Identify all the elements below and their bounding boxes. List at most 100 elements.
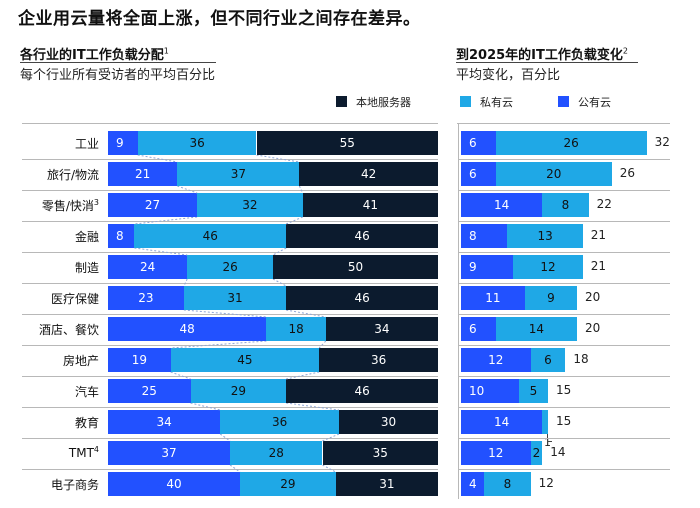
change-segment-private-cloud: 12: [513, 255, 583, 279]
bar-segment-public-cloud: 34: [108, 410, 221, 434]
change-value-label: 14: [493, 415, 510, 429]
change-value-label: 20: [546, 167, 562, 181]
bar-segment-private-cloud: 36: [220, 410, 339, 434]
row-separator-right: [458, 406, 670, 408]
right-title-underline: [456, 62, 638, 63]
segment-connector: [134, 248, 188, 256]
segment-connector: [272, 279, 287, 287]
bar-segment-on-premise: 50: [273, 255, 438, 279]
change-segment-public-cloud: 11: [461, 286, 525, 310]
change-segment-public-cloud: 4: [461, 472, 485, 496]
change-total-label: 14: [550, 445, 566, 459]
change-total-label: 22: [596, 197, 612, 211]
category-row: 电子商务 40 29 31 4 8 12: [0, 472, 700, 496]
segment-connector-line: [286, 217, 303, 225]
bar-segment-public-cloud: 8: [108, 224, 135, 248]
category-label: 旅行/物流: [47, 166, 99, 183]
legend-item-public-cloud: 公有云: [558, 94, 611, 110]
change-segment-private-cloud: 6: [530, 348, 566, 372]
change-segment-private-cloud: [542, 410, 548, 434]
row-separator: [22, 406, 438, 408]
bar-value-label: 37: [230, 167, 246, 181]
bar-value-label: 9: [116, 136, 124, 150]
change-value-label: 12: [540, 260, 556, 274]
bar-value-label: 34: [156, 415, 172, 429]
change-value-label: 12: [488, 353, 504, 367]
bar-segment-on-premise: 42: [299, 162, 438, 186]
bar-segment-on-premise: 46: [286, 286, 438, 310]
bar-segment-on-premise: 31: [335, 472, 438, 496]
segment-connector-line: [286, 372, 320, 380]
category-label: 酒店、餐饮: [39, 321, 99, 338]
bar-segment-on-premise: 36: [319, 348, 438, 372]
change-value-label: 14: [528, 322, 545, 336]
change-segment-private-cloud: 5: [519, 379, 548, 403]
segment-connector-line: [256, 155, 300, 163]
category-row: 教育 34 36 30 14 1 15: [0, 410, 700, 449]
change-segment-public-cloud: 8: [461, 224, 508, 248]
segment-connector: [183, 310, 267, 318]
change-value-label: 6: [469, 322, 477, 336]
change-total-label: 15: [556, 383, 572, 397]
bar-value-label: 19: [131, 353, 147, 367]
change-segment-private-cloud: 8: [542, 193, 589, 217]
segment-connector: [286, 310, 326, 318]
segment-connector-line: [298, 186, 304, 194]
bar-value-label: 28: [268, 446, 284, 460]
bar-segment-public-cloud: 24: [108, 255, 188, 279]
segment-connector: [170, 372, 191, 380]
bar-value-label: 41: [362, 198, 378, 212]
change-total-label: 21: [590, 259, 607, 273]
segment-connector: [134, 217, 198, 225]
category-label-text: TMT: [68, 446, 94, 460]
category-row: 汽车 25 29 46 10 5 15: [0, 379, 700, 403]
change-total-label: 21: [590, 228, 607, 242]
bar-segment-on-premise: 41: [302, 193, 438, 217]
category-row: 房地产 19 45 36 12 6 18: [0, 348, 700, 372]
change-value-label: 8: [503, 477, 512, 491]
category-label-text: 金融: [74, 230, 99, 244]
bar-segment-public-cloud: 40: [108, 472, 240, 496]
row-separator: [22, 282, 438, 284]
segment-connector: [256, 155, 300, 163]
row-separator: [22, 158, 438, 160]
bar-segment-public-cloud: 9: [108, 131, 138, 155]
change-segment-public-cloud: 6: [461, 162, 496, 186]
change-total-label: 32: [654, 135, 670, 149]
category-label-text: 零售/快消: [41, 199, 94, 213]
row-separator-right: [458, 282, 670, 284]
segment-connector-line: [272, 279, 287, 287]
bar-segment-public-cloud: 21: [108, 162, 178, 186]
category-row: TMT4 37 28 35 12 2 14: [0, 441, 700, 465]
change-value-label: 6: [469, 136, 477, 150]
row-separator: [22, 313, 438, 315]
category-label: 金融: [75, 228, 99, 245]
change-segment-public-cloud: 9: [461, 255, 514, 279]
bar-value-label: 46: [354, 384, 370, 398]
change-segment-public-cloud: 6: [461, 131, 496, 155]
change-segment-public-cloud: 12: [461, 348, 531, 372]
row-separator: [22, 375, 438, 377]
bar-segment-on-premise: 35: [322, 441, 438, 465]
category-row: 酒店、餐饮 48 18 34 6 14 20: [0, 317, 700, 341]
row-separator-right: [458, 158, 670, 160]
row-separator-right: [458, 189, 670, 191]
category-label-text: 制造: [74, 261, 99, 275]
row-separator: [22, 437, 438, 439]
bar-segment-private-cloud: 29: [240, 472, 336, 496]
bar-value-label: 40: [166, 477, 182, 491]
change-value-label: 5: [529, 384, 538, 398]
segment-connector: [286, 372, 320, 380]
segment-connector-line: [286, 310, 326, 318]
segment-connector-line: [183, 279, 188, 287]
change-total-label: 20: [585, 290, 601, 304]
bar-segment-private-cloud: 31: [183, 286, 287, 310]
change-segment-private-cloud: 26: [495, 131, 647, 155]
row-separator: [22, 468, 438, 470]
category-label-text: 电子商务: [50, 478, 99, 492]
bar-value-label: 50: [347, 260, 364, 274]
legend-item-private-cloud: 私有云: [460, 94, 513, 110]
bar-value-label: 24: [139, 260, 156, 274]
bar-value-label: 29: [280, 477, 296, 491]
